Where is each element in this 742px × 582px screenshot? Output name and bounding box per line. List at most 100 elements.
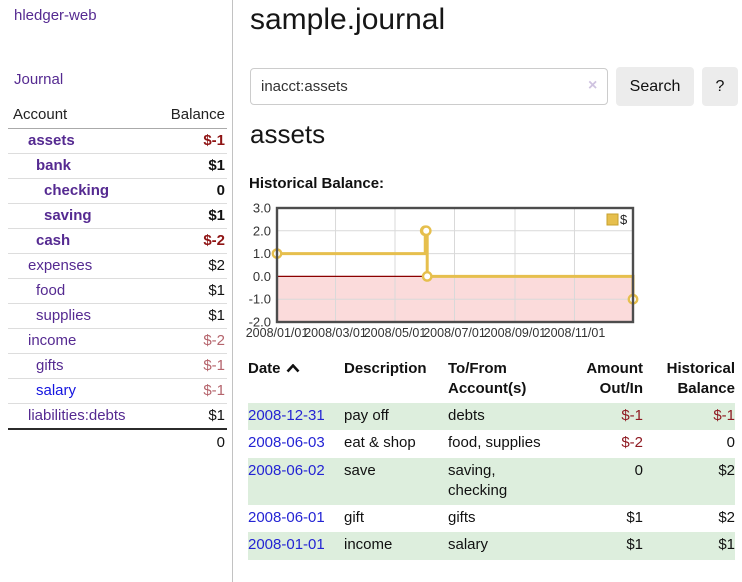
sidebar-account-row: assets $-1 [8,129,227,154]
transaction-amount: 0 [634,461,643,479]
account-balance: $1 [208,407,225,424]
sidebar-account-row: saving $1 [8,203,227,229]
x-tick-label: 2008/09/01 [484,326,547,340]
account-balance: $1 [208,157,225,174]
account-link[interactable]: expenses [28,257,93,274]
accounts-column-header: Account [8,102,152,129]
transaction-description: pay off [344,407,389,424]
transaction-amount: $-2 [621,434,643,452]
sidebar-account-row: liabilities:debts $1 [8,403,227,430]
search-button[interactable]: Search [616,67,694,106]
account-link[interactable]: saving [44,207,92,224]
accounts-total-value: 0 [216,434,225,451]
sidebar-account-row: salary $-1 [8,378,227,404]
sidebar-account-row: income $-2 [8,328,227,354]
transaction-date-link[interactable]: 2008-06-02 [248,461,325,479]
sidebar-account-row: bank $1 [8,153,227,179]
account-link[interactable]: gifts [36,357,64,374]
transaction-balance: $2 [718,461,735,479]
account-link[interactable]: cash [36,232,71,249]
y-tick-label: 0.0 [253,269,271,284]
y-tick-label: 2.0 [253,223,271,238]
transaction-balance: $1 [718,536,735,554]
accounts-header: To/From Account(s) [448,360,527,397]
account-link[interactable]: supplies [36,307,92,324]
x-tick-label: 2008/01/01 [246,326,309,340]
x-tick-label: 2008/07/01 [423,326,486,340]
account-link[interactable]: bank [36,157,72,174]
transaction-balance: 0 [726,434,735,452]
account-balance: $1 [208,307,225,324]
help-button[interactable]: ? [702,67,738,106]
x-tick-label: 2008/05/01 [364,326,427,340]
account-balance: $-1 [203,382,225,399]
transaction-amount: $1 [626,536,643,554]
account-balance: $-2 [203,232,225,249]
data-point-marker [421,271,433,282]
y-tick-label: 3.0 [253,201,271,216]
search-input[interactable] [250,68,608,105]
transaction-row: 2008-06-01 gift gifts $1 $2 [248,505,735,532]
transaction-balance: $-1 [713,407,735,424]
sidebar-account-row: expenses $2 [8,253,227,279]
transaction-description: income [344,536,393,554]
transaction-accounts: saving, checking [448,461,508,499]
x-tick-label: 2008/11/01 [544,326,606,340]
sidebar-account-row: gifts $-1 [8,353,227,379]
account-link[interactable]: food [36,282,66,299]
chart-heading: Historical Balance: [249,175,385,192]
account-link[interactable]: checking [44,182,110,199]
y-tick-label: -1.0 [249,292,271,307]
sidebar-account-row: supplies $1 [8,303,227,329]
transaction-date-link[interactable]: 2008-12-31 [248,407,325,424]
transactions-table: Date Description To/From Account(s) Amou… [248,357,735,560]
sidebar: hledger-web Journal Account Balance asse… [0,0,233,582]
transaction-date-link[interactable]: 2008-06-03 [248,434,325,452]
description-header: Description [344,360,427,377]
account-balance: $-1 [203,357,225,374]
plot-border [275,206,635,324]
sort-ascending-icon [286,359,300,379]
accounts-total-row: 0 [8,429,227,455]
transaction-accounts: gifts [448,509,476,526]
sidebar-item-journal[interactable]: Journal [14,71,64,88]
historical-balance-chart: $3.0 2.0 1.0 0.0 -1.0 -2.02008/01/012008/03/0… [246,201,639,340]
data-point-marker [420,225,432,237]
transaction-amount: $-1 [621,407,643,424]
sidebar-account-row: food $1 [8,278,227,304]
y-tick-label: -2.0 [249,315,271,330]
transaction-accounts: food, supplies [448,434,541,452]
transaction-row: 2008-06-02 save saving, checking 0 $2 [248,457,735,505]
clear-search-icon[interactable]: × [588,77,598,94]
transaction-date-link[interactable]: 2008-06-01 [248,509,325,526]
transactions-header-row: Date Description To/From Account(s) Amou… [248,357,735,403]
transaction-description: gift [344,509,365,526]
balance-column-header: Balance [152,102,227,129]
transaction-description: save [344,461,376,479]
date-sort-header[interactable]: Date [248,357,344,403]
sidebar-account-row: checking 0 [8,178,227,204]
account-link[interactable]: salary [36,382,77,399]
account-balance: $-1 [203,132,225,149]
transaction-row: 2008-06-03 eat & shop food, supplies $-2 0 [248,430,735,457]
app-title-link[interactable]: hledger-web [14,7,97,24]
accounts-balance-table: Account Balance assets $-1 bank $1 checking 0… [8,102,227,455]
account-link[interactable]: assets [28,132,75,149]
legend-swatch [606,213,619,226]
transaction-accounts: salary [448,536,489,554]
transaction-description: eat & shop [344,434,416,452]
sidebar-account-row: cash $-2 [8,228,227,254]
legend-label: $ [620,212,628,227]
account-link[interactable]: income [28,332,77,349]
date-header-label: Date [248,360,281,377]
transaction-row: 2008-01-01 income salary $1 $1 [248,532,735,560]
amount-header: Amount Out/In [586,360,643,397]
transaction-date-link[interactable]: 2008-01-01 [248,536,325,554]
transaction-row: 2008-12-31 pay off debts $-1 $-1 [248,403,735,431]
transaction-amount: $1 [626,509,643,526]
x-tick-label: 2008/03/01 [304,326,367,340]
account-link[interactable]: liabilities:debts [28,407,126,424]
page-title: sample.journal [250,3,446,36]
transaction-balance: $2 [718,509,735,526]
account-balance: $1 [208,207,225,224]
